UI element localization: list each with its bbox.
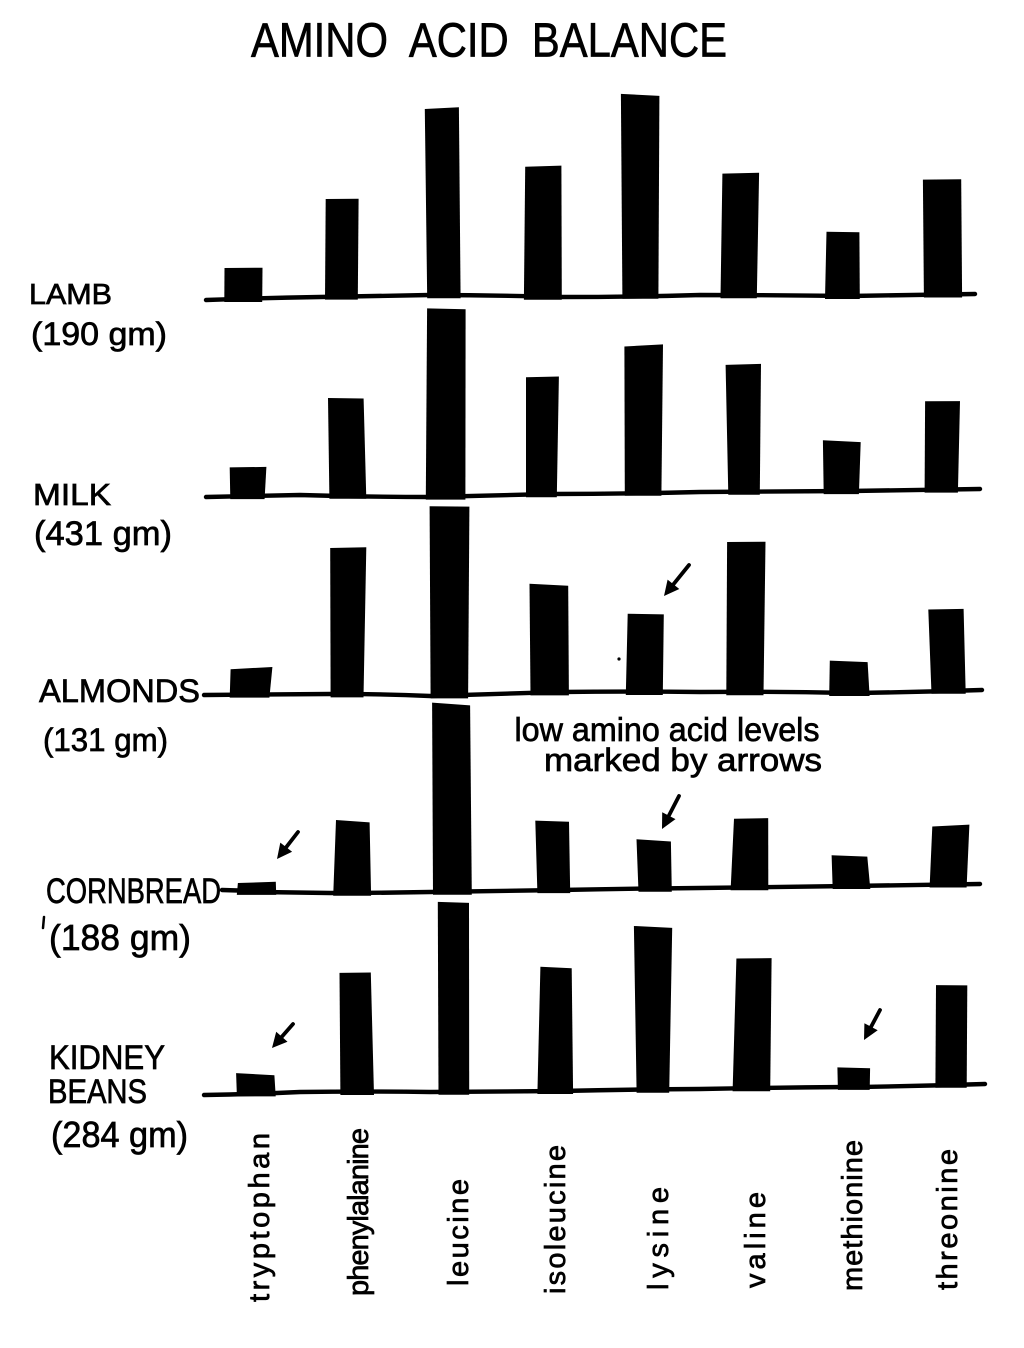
svg-text:(284 gm): (284 gm) — [51, 1114, 188, 1155]
svg-text:MILK: MILK — [33, 477, 111, 512]
svg-text:BEANS: BEANS — [48, 1073, 147, 1111]
svg-text:isoleucine: isoleucine — [540, 1145, 572, 1294]
svg-text:CORNBREAD: CORNBREAD — [46, 872, 221, 911]
svg-text:(431 gm): (431 gm) — [34, 515, 172, 553]
svg-text:low amino acid levels: low amino acid levels — [515, 711, 820, 748]
svg-text:tryptophan: tryptophan — [244, 1133, 276, 1302]
svg-text:(188 gm): (188 gm) — [49, 917, 191, 958]
svg-text:ALMONDS: ALMONDS — [39, 673, 200, 709]
svg-text:marked by arrows: marked by arrows — [544, 742, 822, 778]
svg-text:methionine: methionine — [837, 1140, 869, 1291]
svg-text:LAMB: LAMB — [29, 279, 112, 311]
svg-text:leucine: leucine — [443, 1179, 475, 1286]
svg-text:KIDNEY: KIDNEY — [49, 1039, 165, 1077]
svg-text:threonine: threonine — [932, 1149, 964, 1290]
svg-text:AMINO ACID BALANCE: AMINO ACID BALANCE — [251, 15, 727, 68]
svg-text:phenylalanine: phenylalanine — [343, 1128, 375, 1296]
svg-text:(131 gm): (131 gm) — [43, 722, 168, 758]
svg-text:(190 gm): (190 gm) — [31, 316, 167, 352]
